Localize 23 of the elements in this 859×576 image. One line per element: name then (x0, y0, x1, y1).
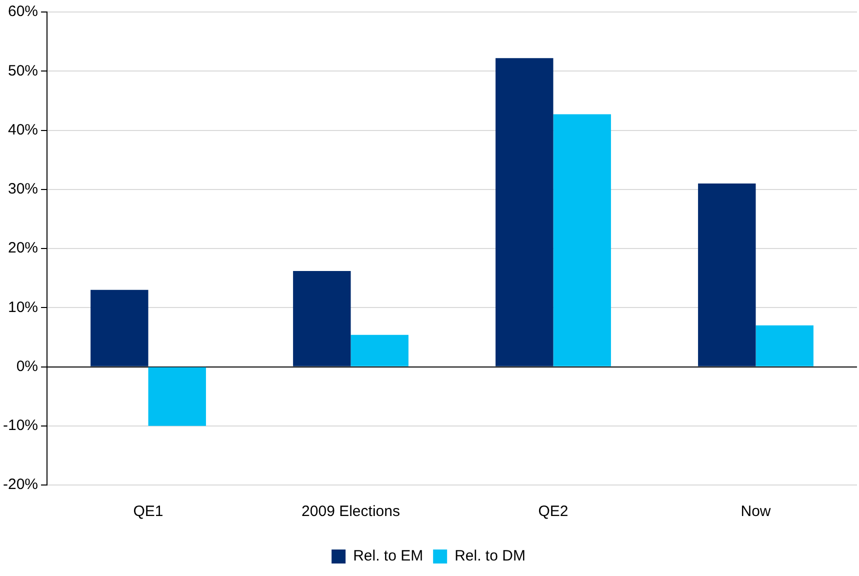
bar (148, 367, 206, 426)
x-tick-label: Now (740, 503, 771, 520)
bar (350, 334, 408, 366)
bar (293, 270, 351, 366)
bar (90, 290, 148, 366)
bar (553, 114, 611, 366)
legend-label: Rel. to DM (454, 548, 526, 565)
y-tick-label: 30% (8, 180, 38, 198)
x-tick-label: 2009 Elections (302, 503, 400, 520)
y-tick-label: -10% (2, 417, 38, 434)
y-tick-label: 0% (16, 358, 38, 375)
bar (496, 58, 554, 366)
legend-label: Rel. to EM (353, 548, 424, 565)
x-tick-label: QE1 (133, 503, 164, 520)
bar (698, 183, 756, 366)
y-tick-label: -20% (2, 476, 38, 494)
bar (756, 325, 814, 366)
y-tick-label: 40% (8, 121, 38, 138)
x-tick-label: QE2 (538, 503, 568, 520)
y-tick-label: 20% (8, 240, 38, 257)
y-tick-label: 10% (8, 298, 38, 316)
y-tick-label: 60% (8, 3, 38, 20)
y-tick-label: 50% (8, 62, 38, 80)
